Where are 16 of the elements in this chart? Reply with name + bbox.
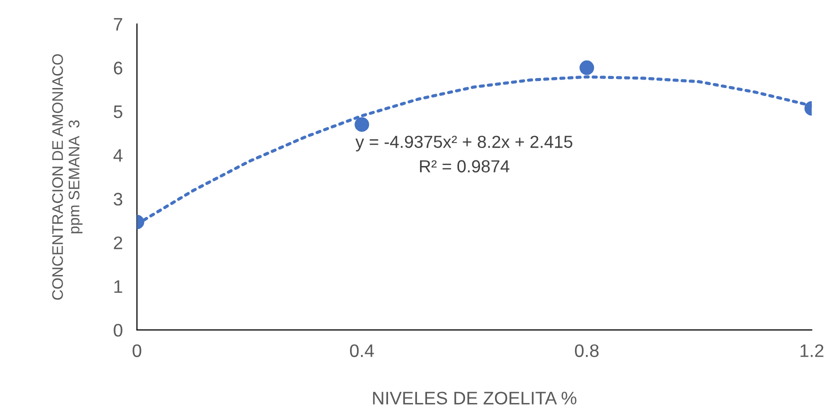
y-tick-label: 7 xyxy=(114,18,122,31)
y-axis-title: CONCENTRACION DE AMONIACO ppm SEMANA 3 xyxy=(52,54,82,300)
y-tick-label: 3 xyxy=(114,192,122,206)
annotation: R² = 0.9874 xyxy=(420,160,510,172)
y-tick-label: 6 xyxy=(114,62,122,74)
x-tick-label: 0 xyxy=(132,344,142,358)
y-tick-label: 2 xyxy=(114,236,122,250)
y-tick-label: 5 xyxy=(114,106,122,118)
x-tick-label: 1.2 xyxy=(800,344,824,357)
y-tick-label: 1 xyxy=(114,280,122,293)
x-axis-title: NIVELES DE ZOELITA % xyxy=(373,392,576,404)
y-tick-label: 4 xyxy=(113,149,123,162)
annotation: y = -4.9375x² + 8.2x + 2.415 xyxy=(355,136,572,152)
y-tick-label: 0 xyxy=(114,324,122,337)
x-tick-label: 0.4 xyxy=(350,344,374,358)
x-tick-label: 0.8 xyxy=(574,344,599,358)
